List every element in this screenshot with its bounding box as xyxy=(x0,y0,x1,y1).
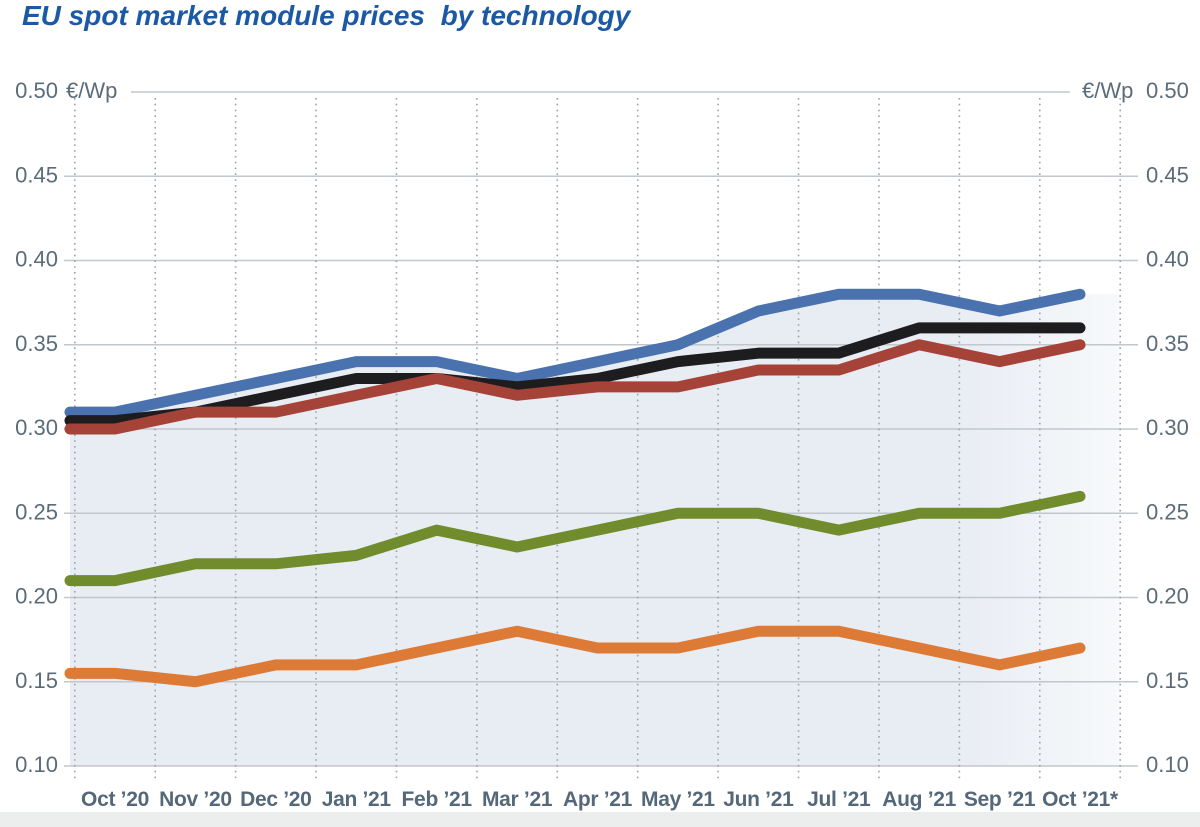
series-line-orange xyxy=(64,625,1086,688)
y-tick-right-0.50: 0.50 xyxy=(1146,78,1189,103)
y-tick-left-0.45: 0.45 xyxy=(15,162,58,187)
y-axis-unit-left: €/Wp xyxy=(66,78,117,103)
chart-title: EU spot market module prices by technolo… xyxy=(22,0,631,31)
x-tick-Sep-21: Sep ’21 xyxy=(964,788,1036,811)
x-tick-Oct-21-: Oct ’21* xyxy=(1042,788,1119,811)
x-tick-Oct-20: Oct ’20 xyxy=(81,788,149,811)
y-tick-left-0.15: 0.15 xyxy=(15,668,58,693)
y-tick-right-0.35: 0.35 xyxy=(1146,331,1189,356)
x-tick-May-21: May ’21 xyxy=(641,788,715,811)
y-tick-left-0.20: 0.20 xyxy=(15,584,58,609)
y-tick-right-0.10: 0.10 xyxy=(1146,752,1189,777)
x-tick-Apr-21: Apr ’21 xyxy=(563,788,633,811)
x-tick-Jan-21: Jan ’21 xyxy=(322,788,392,811)
x-tick-Dec-20: Dec ’20 xyxy=(240,788,311,811)
y-tick-right-0.25: 0.25 xyxy=(1146,499,1189,524)
y-tick-left-0.40: 0.40 xyxy=(15,247,58,272)
x-tick-Mar-21: Mar ’21 xyxy=(482,788,553,811)
y-tick-left-0.25: 0.25 xyxy=(15,499,58,524)
y-tick-left-0.10: 0.10 xyxy=(15,752,58,777)
x-tick-Nov-20: Nov ’20 xyxy=(159,788,232,811)
x-tick-Jun-21: Jun ’21 xyxy=(723,788,794,811)
y-tick-right-0.45: 0.45 xyxy=(1146,162,1189,187)
y-tick-right-0.30: 0.30 xyxy=(1146,415,1189,440)
y-axis-tick-labels: 0.50 0.50 €/Wp €/Wp 0.45 0.45 0.40 0.40 0.35 0.35… xyxy=(15,78,1189,777)
x-tick-Feb-21: Feb ’21 xyxy=(402,788,473,811)
y-tick-right-0.40: 0.40 xyxy=(1146,247,1189,272)
x-tick-Jul-21: Jul ’21 xyxy=(807,788,871,811)
y-axis-unit-right: €/Wp xyxy=(1082,78,1133,103)
y-tick-right-0.20: 0.20 xyxy=(1146,584,1189,609)
series-line-green xyxy=(64,490,1086,587)
series-lines xyxy=(64,288,1086,688)
series-line-blue xyxy=(64,288,1086,418)
y-tick-left-0.50: 0.50 xyxy=(15,78,58,103)
series-line-red xyxy=(64,339,1086,435)
page-bottom-edge xyxy=(0,812,1200,827)
y-tick-left-0.35: 0.35 xyxy=(15,331,58,356)
x-axis-month-labels: Oct ’20 Nov ’20 Dec ’20 Jan ’21 Feb ’21 Mar ’… xyxy=(81,788,1119,811)
x-tick-Aug-21: Aug ’21 xyxy=(882,788,956,811)
y-tick-left-0.30: 0.30 xyxy=(15,415,58,440)
y-tick-right-0.15: 0.15 xyxy=(1146,668,1189,693)
